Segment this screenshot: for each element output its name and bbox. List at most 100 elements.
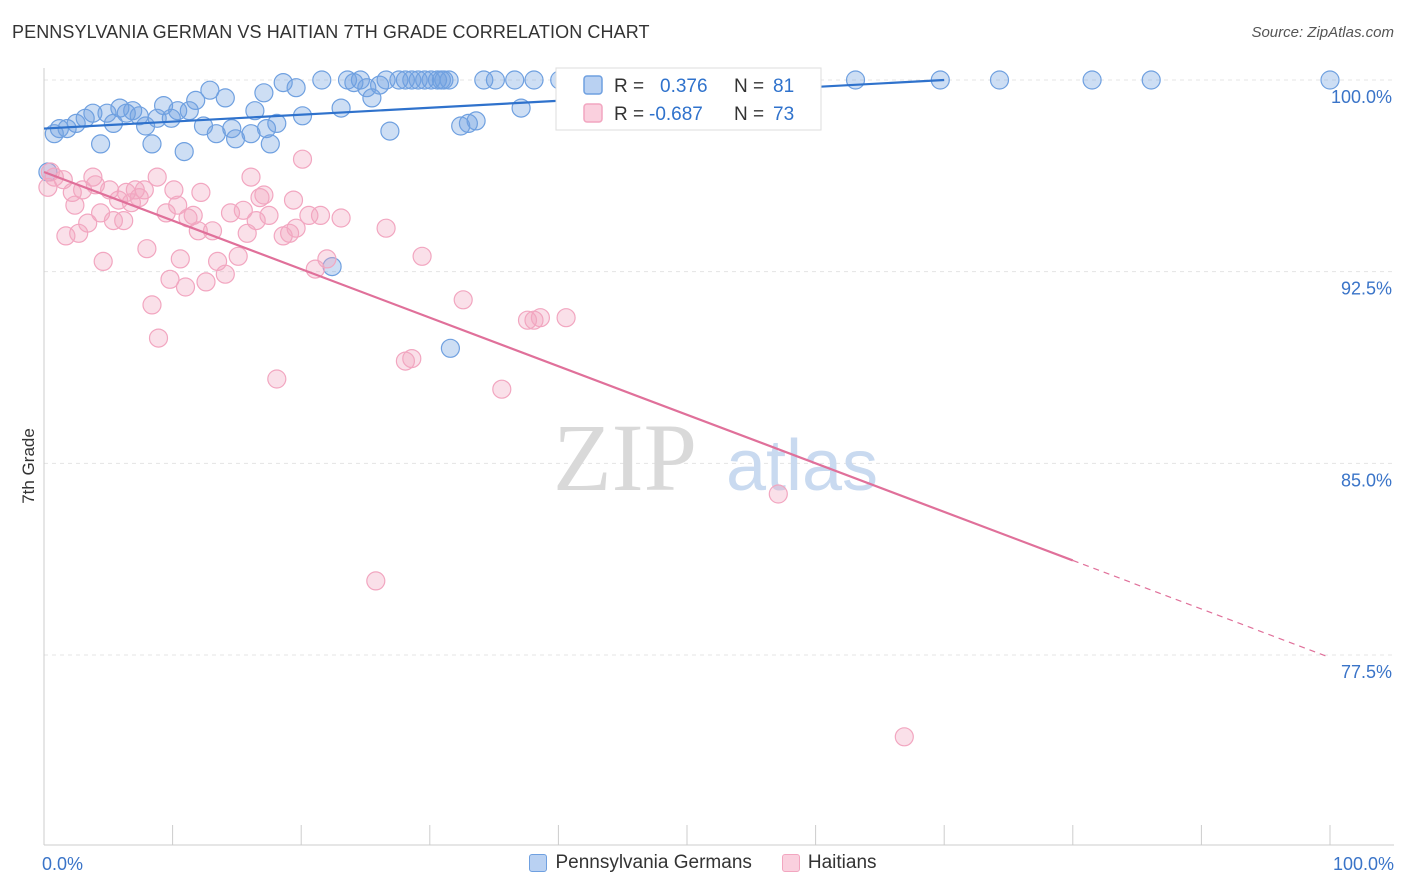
point-haitians-50 (267, 369, 287, 389)
point-pennsylvania-germans-12 (123, 101, 143, 121)
stats-n-label-1: N = (734, 104, 764, 125)
point-pennsylvania-germans-30 (245, 101, 265, 121)
point-pennsylvania-germans-29 (241, 124, 261, 144)
point-haitians-26 (148, 328, 169, 348)
watermark-zip: ZIP (553, 404, 697, 511)
legend-item-haitians: Haitians (781, 852, 877, 874)
stats-legend-box: R = 0.376 N = 81 R = -0.687 N = 73 (555, 67, 822, 131)
point-pennsylvania-germans-81 (1320, 70, 1340, 90)
point-pennsylvania-germans-40 (331, 98, 351, 118)
point-pennsylvania-germans-32 (256, 119, 277, 139)
point-pennsylvania-germans-31 (254, 83, 274, 103)
point-haitians-17 (114, 211, 134, 231)
point-haitians-6 (65, 195, 85, 215)
legend-swatch-pennsylvania-germans (529, 854, 548, 872)
point-haitians-61 (366, 571, 386, 591)
trend-lines (43, 78, 1331, 659)
point-haitians-54 (286, 218, 306, 238)
point-haitians-30 (168, 195, 188, 215)
point-pennsylvania-germans-38 (312, 70, 332, 90)
point-pennsylvania-germans-82 (440, 338, 460, 358)
point-haitians-38 (202, 221, 223, 241)
point-haitians-55 (292, 149, 313, 169)
point-haitians-40 (215, 264, 235, 284)
stats-n-value-0: 81 (773, 76, 794, 97)
legend-label-haitians: Haitians (807, 852, 877, 873)
point-pennsylvania-germans-63 (485, 70, 505, 90)
point-pennsylvania-germans-43 (350, 70, 370, 90)
point-haitians-67 (492, 379, 512, 399)
point-haitians-29 (164, 180, 184, 200)
series-haitians (38, 149, 914, 747)
point-haitians-48 (254, 185, 274, 205)
point-pennsylvania-germans-22 (186, 90, 206, 111)
point-haitians-13 (93, 251, 113, 271)
watermark: ZIP atlas (553, 404, 878, 511)
point-haitians-46 (246, 211, 266, 231)
point-pennsylvania-germans-62 (474, 70, 494, 90)
point-haitians-49 (259, 205, 279, 225)
axes: 100.0% 92.5% 85.0% 77.5% (43, 68, 1394, 846)
point-haitians-64 (402, 349, 422, 369)
point-haitians-71 (556, 308, 576, 328)
point-haitians-62 (376, 218, 396, 238)
trend-line-extension-1 (1072, 559, 1331, 659)
point-pennsylvania-germans-80 (1141, 70, 1161, 90)
stats-n-value-1: 73 (773, 104, 794, 125)
stats-r-value-1: -0.687 (649, 104, 703, 125)
point-pennsylvania-germans-60 (458, 113, 478, 134)
chart-title: PENNSYLVANIA GERMAN VS HAITIAN 7TH GRADE… (12, 22, 650, 42)
point-haitians-23 (137, 239, 157, 259)
point-pennsylvania-germans-64 (505, 70, 525, 90)
point-pennsylvania-germans-57 (434, 70, 454, 90)
bottom-legend: Pennsylvania Germans Haitians (0, 852, 1406, 874)
point-haitians-56 (299, 205, 319, 225)
point-pennsylvania-germans-15 (142, 134, 162, 154)
point-haitians-25 (147, 167, 167, 187)
point-pennsylvania-germans-26 (215, 88, 235, 108)
point-haitians-15 (103, 211, 124, 231)
y-tick-label-0: 100.0% (1331, 87, 1392, 107)
point-pennsylvania-germans-20 (174, 142, 194, 162)
point-pennsylvania-germans-14 (136, 116, 156, 136)
point-haitians-24 (142, 295, 162, 315)
stats-r-label-0: R = (614, 76, 644, 97)
stats-r-value-0: 0.376 (660, 76, 708, 97)
point-pennsylvania-germans-28 (226, 129, 246, 149)
point-pennsylvania-germans-76 (845, 70, 866, 90)
point-haitians-31 (170, 249, 190, 269)
point-haitians-32 (175, 277, 196, 297)
y-tick-label-1: 92.5% (1341, 279, 1392, 299)
point-haitians-9 (78, 213, 98, 233)
point-haitians-72 (768, 484, 788, 504)
point-haitians-45 (241, 167, 261, 187)
point-haitians-34 (183, 205, 203, 225)
point-haitians-10 (83, 167, 103, 187)
stats-swatch-haitians (583, 103, 603, 123)
point-haitians-52 (280, 223, 300, 243)
point-haitians-66 (453, 290, 473, 310)
point-haitians-22 (134, 180, 154, 200)
legend-label-pennsylvania-germans: Pennsylvania Germans (555, 852, 752, 873)
stats-r-label-1: R = (614, 104, 644, 125)
point-haitians-65 (412, 246, 432, 266)
x-tick-label-min: 0.0% (42, 854, 83, 874)
point-pennsylvania-germans-48 (380, 121, 400, 141)
point-pennsylvania-germans-27 (222, 119, 242, 139)
point-pennsylvania-germans-58 (439, 70, 459, 90)
point-haitians-28 (160, 269, 180, 289)
point-pennsylvania-germans-79 (1082, 70, 1102, 90)
legend-item-pennsylvania-germans: Pennsylvania Germans (529, 852, 752, 874)
point-pennsylvania-germans-25 (206, 124, 226, 144)
point-pennsylvania-germans-24 (200, 80, 220, 100)
point-haitians-58 (310, 205, 331, 225)
point-haitians-60 (331, 208, 351, 228)
point-pennsylvania-germans-36 (286, 78, 306, 98)
point-haitians-43 (233, 200, 253, 220)
point-haitians-42 (228, 246, 248, 266)
legend-swatch-haitians (781, 854, 800, 872)
gridlines (44, 79, 1394, 656)
y-axis-label: 7th Grade (19, 428, 38, 504)
point-haitians-37 (196, 272, 216, 292)
